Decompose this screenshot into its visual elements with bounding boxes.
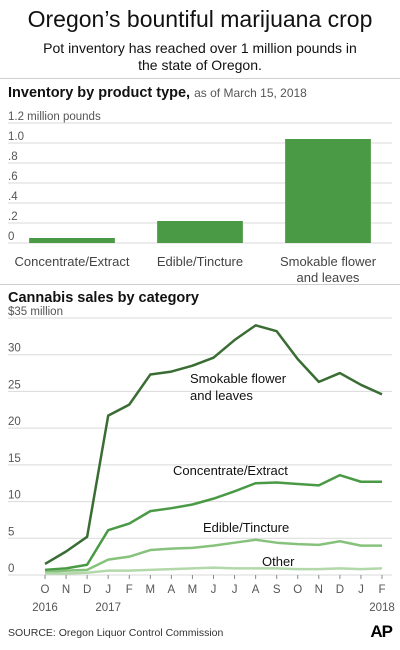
sales-ytick-label: 20: [8, 416, 21, 428]
page-title: Oregon’s bountiful marijuana crop: [27, 6, 373, 32]
inventory-bar: [29, 238, 115, 243]
sales-ytick-label: $35 million: [8, 306, 63, 318]
sales-ytick-label: 15: [8, 453, 21, 465]
sales-xtick-label: O: [293, 584, 302, 596]
sales-xtick-label: J: [358, 584, 364, 596]
inventory-chart-title: Inventory by product type, as of March 1…: [8, 85, 307, 101]
middle-divider: [0, 284, 400, 285]
sales-xtick-label: N: [315, 584, 323, 596]
sales-xtick-label: A: [168, 584, 176, 596]
sales-year-label: 2017: [95, 602, 121, 614]
sales-series-label: Other: [262, 554, 295, 569]
sales-chart-title: Cannabis sales by category: [8, 290, 199, 306]
sales-xtick-label: J: [105, 584, 111, 596]
sales-xtick-label: M: [146, 584, 156, 596]
sales-xtick-label: F: [378, 584, 385, 596]
sales-series-line: [44, 324, 383, 566]
sales-ytick-label: 10: [8, 490, 21, 502]
inventory-date-note: as of March 15, 2018: [194, 86, 307, 100]
ap-logo: AP: [370, 622, 393, 641]
sales-ytick-label: 30: [8, 343, 21, 355]
inventory-ytick-label: 1.2 million pounds: [8, 111, 101, 123]
sales-xtick-label: N: [62, 584, 70, 596]
sales-xtick-label: J: [211, 584, 217, 596]
inventory-ytick-label: .2: [8, 211, 18, 223]
sales-xtick-label: O: [41, 584, 50, 596]
sales-xtick-label: M: [188, 584, 198, 596]
sales-series-line: [44, 538, 382, 574]
page-subtitle: Pot inventory has reached over 1 million…: [43, 40, 357, 73]
inventory-bar: [285, 139, 371, 243]
source-note: SOURCE: Oregon Liquor Control Commission: [8, 627, 224, 639]
sales-year-label: 2016: [32, 602, 58, 614]
sales-year-label: 2018: [369, 602, 395, 614]
inventory-ytick-label: 0: [8, 231, 14, 243]
inventory-bar: [157, 221, 243, 243]
sales-series-label: Edible/Tincture: [203, 520, 289, 535]
inventory-ytick-label: 1.0: [8, 131, 24, 143]
inventory-ytick-label: .8: [8, 151, 18, 163]
sales-series-line: [44, 473, 382, 572]
top-divider: [0, 78, 400, 79]
sales-xtick-label: J: [232, 584, 238, 596]
sales-ytick-label: 25: [8, 379, 21, 391]
sales-xtick-label: F: [126, 584, 133, 596]
inventory-category-label: Concentrate/Extract: [15, 254, 130, 269]
inventory-ytick-label: .4: [8, 191, 18, 203]
inventory-category-label: Edible/Tincture: [157, 254, 243, 269]
sales-xtick-label: S: [273, 584, 281, 596]
sales-ytick-label: 5: [8, 526, 14, 538]
sales-series-label: Smokable flower and leaves: [190, 371, 287, 403]
sales-series-line: [45, 566, 383, 575]
sales-xtick-label: A: [252, 584, 260, 596]
inventory-ytick-label: .6: [8, 171, 18, 183]
sales-series-label: Concentrate/Extract: [173, 463, 288, 478]
sales-xtick-label: D: [83, 584, 91, 596]
inventory-title-text: Inventory by product type,: [8, 85, 191, 101]
sales-xtick-label: D: [336, 584, 344, 596]
inventory-category-label: Smokable flower and leaves: [280, 254, 377, 285]
sales-ytick-label: 0: [8, 563, 14, 575]
